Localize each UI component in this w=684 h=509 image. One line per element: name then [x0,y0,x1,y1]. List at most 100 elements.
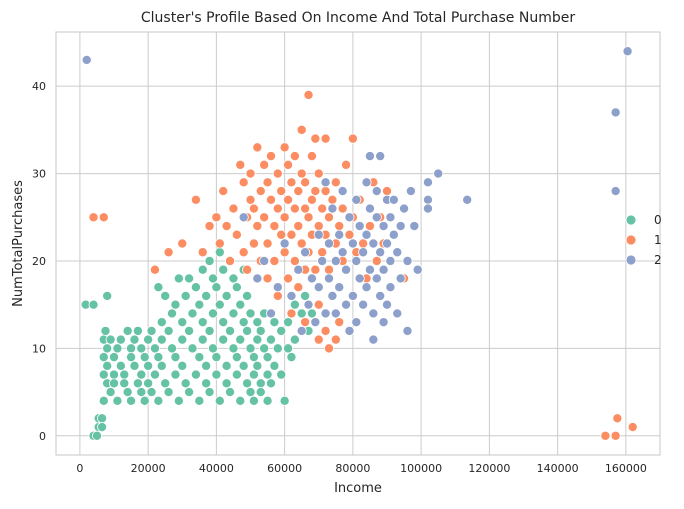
data-point [149,264,160,275]
data-point [422,203,433,214]
data-point [262,352,273,363]
data-point [358,299,369,310]
data-point [129,334,140,345]
data-point [272,343,283,354]
data-point [323,343,334,354]
data-point [371,212,382,223]
data-point [160,378,171,389]
data-point [272,282,283,293]
data-point [337,247,348,258]
data-point [235,159,246,170]
data-point [252,360,263,371]
data-point [330,308,341,319]
data-point [190,369,201,380]
data-point [317,203,328,214]
data-point [320,308,331,319]
data-point [167,343,178,354]
data-point [173,273,184,284]
data-point [102,360,113,371]
data-point [283,273,294,284]
data-point [149,343,160,354]
legend-label: 2 [654,253,662,267]
data-point [207,343,218,354]
data-point [296,308,307,319]
data-point [81,54,92,65]
data-point [265,308,276,319]
data-point [109,352,120,363]
data-point [100,325,111,336]
data-point [122,325,133,336]
data-point [385,255,396,266]
data-point [313,168,324,179]
data-point [361,282,372,293]
data-point [231,282,242,293]
data-point [320,133,331,144]
data-point [354,221,365,232]
data-point [351,255,362,266]
legend-marker [625,234,637,246]
data-point [126,352,137,363]
data-point [330,255,341,266]
data-point [364,203,375,214]
data-point [265,378,276,389]
data-point [300,177,311,188]
data-point [627,422,638,433]
data-point [409,221,420,232]
data-point [245,308,256,319]
data-point [153,395,164,406]
data-point [289,299,300,310]
x-tick-label: 60000 [267,462,302,475]
data-point [306,194,317,205]
data-point [279,212,290,223]
data-point [262,369,273,380]
legend-label: 1 [654,233,662,247]
data-point [385,212,396,223]
data-point [211,369,222,380]
data-point [180,378,191,389]
data-point [177,317,188,328]
data-point [163,325,174,336]
data-point [255,325,266,336]
data-point [252,334,263,345]
data-point [88,212,99,223]
data-point [265,151,276,162]
data-point [242,264,253,275]
data-point [231,369,242,380]
data-point [293,186,304,197]
data-point [91,430,102,441]
data-point [231,229,242,240]
data-point [115,334,126,345]
data-point [197,334,208,345]
data-point [207,273,218,284]
legend-marker [625,214,637,226]
data-point [622,46,633,57]
data-point [334,221,345,232]
data-point [330,177,341,188]
legend-item-1: 1 [625,233,662,247]
data-point [105,334,116,345]
data-point [163,387,174,398]
data-point [221,378,232,389]
data-point [248,203,259,214]
data-point [204,221,215,232]
data-point [364,221,375,232]
data-point [170,299,181,310]
data-point [347,238,358,249]
data-point [235,395,246,406]
data-point [245,343,256,354]
data-point [245,387,256,398]
data-point [214,238,225,249]
data-point [259,343,270,354]
data-point [153,282,164,293]
data-point [255,186,266,197]
data-point [218,264,229,275]
legend-item-0: 0 [625,213,662,227]
data-point [228,203,239,214]
data-point [98,369,109,380]
data-point [115,360,126,371]
legend-marker [625,254,637,266]
data-point [293,264,304,275]
x-tick-label: 0 [76,462,83,475]
data-point [337,186,348,197]
data-point [610,107,621,118]
